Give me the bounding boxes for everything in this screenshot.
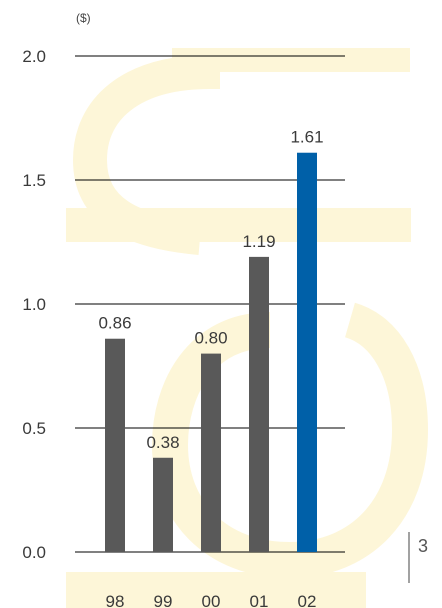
data-label: 1.19 (242, 232, 275, 251)
y-axis-ticks: 0.0 0.5 1.0 1.5 2.0 (22, 47, 46, 562)
x-tick-label: 02 (298, 592, 317, 608)
watermark-lower-bowl (151, 302, 429, 579)
bar-99 (153, 457, 173, 552)
watermark-bottom-bar (66, 572, 366, 608)
x-tick-label: 01 (250, 592, 269, 608)
data-label: 1.61 (290, 128, 323, 147)
x-tick-label: 99 (154, 592, 173, 608)
bar-01 (249, 256, 269, 552)
y-tick-label: 1.0 (22, 295, 46, 314)
y-tick-label: 0.5 (22, 419, 46, 438)
bar-00 (201, 353, 221, 552)
watermark-middle-bar (66, 208, 411, 242)
y-tick-label: 0.0 (22, 543, 46, 562)
data-label: 0.80 (194, 329, 227, 348)
data-label: 0.38 (146, 433, 179, 452)
page-number: 3 (418, 536, 428, 556)
unit-label: ($) (76, 11, 91, 25)
stylized-g-watermark-icon (66, 48, 429, 608)
bar-02 (297, 152, 317, 552)
x-tick-label: 98 (106, 592, 125, 608)
x-axis-ticks: 98 99 00 01 02 (106, 592, 317, 608)
x-tick-label: 00 (202, 592, 221, 608)
y-tick-label: 2.0 (22, 47, 46, 66)
bar-98 (105, 338, 125, 552)
y-tick-label: 1.5 (22, 171, 46, 190)
data-label: 0.86 (98, 314, 131, 333)
bars: 0.86 0.38 0.80 1.19 1.61 (98, 128, 324, 552)
